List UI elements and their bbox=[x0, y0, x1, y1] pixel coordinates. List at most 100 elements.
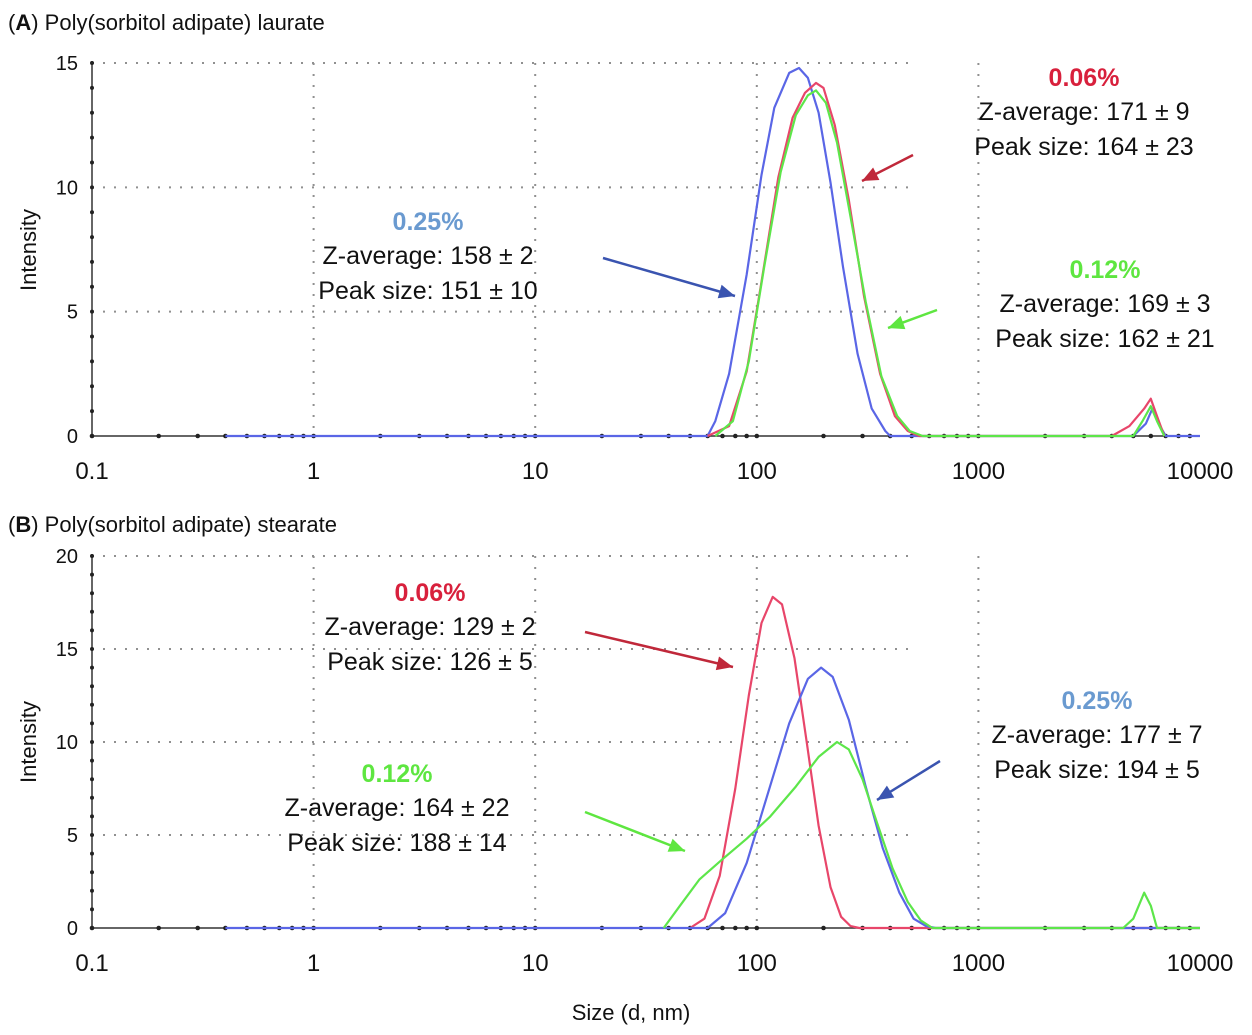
x-tick-label: 1 bbox=[307, 950, 320, 977]
annotation-line: Z-average: 164 ± 22 bbox=[285, 794, 510, 822]
y-minor-tick bbox=[90, 647, 94, 651]
series-line-025 bbox=[225, 666, 1200, 930]
panel-title-paren-close: ) bbox=[31, 10, 44, 35]
x-minor-tick bbox=[733, 925, 738, 931]
y-minor-tick bbox=[90, 85, 94, 90]
annotation-line: Peak size: 164 ± 23 bbox=[974, 133, 1193, 161]
panel-title-paren-close: ) bbox=[31, 512, 44, 537]
annotation-title: 0.25% bbox=[1062, 687, 1133, 715]
panel-title-text: Poly(sorbitol adipate) laurate bbox=[45, 10, 325, 35]
y-minor-tick bbox=[90, 609, 94, 614]
y-minor-tick bbox=[90, 309, 94, 314]
x-minor-tick bbox=[860, 433, 865, 439]
panel-title-paren-open: ( bbox=[8, 10, 16, 35]
annotation-line: Peak size: 151 ± 10 bbox=[318, 277, 537, 305]
y-axis-label: Intensity bbox=[16, 209, 41, 291]
x-minor-tick bbox=[744, 925, 749, 931]
y-tick-label: 15 bbox=[56, 53, 78, 75]
y-minor-tick bbox=[90, 284, 94, 289]
y-minor-tick bbox=[90, 721, 94, 726]
y-tick-label: 5 bbox=[67, 825, 78, 847]
annotation: 0.12% Z-average: 164 ± 22 Peak size: 188 ±… bbox=[285, 760, 686, 857]
y-minor-tick bbox=[90, 554, 94, 558]
y-minor-tick bbox=[90, 110, 94, 115]
panel-b: (B) Poly(sorbitol adipate) stearate 0 5 10 1… bbox=[8, 512, 1233, 1025]
annotation-arrow-head bbox=[715, 656, 733, 671]
panel-title-paren-open: ( bbox=[8, 512, 16, 537]
x-tick-label: 1000 bbox=[952, 950, 1005, 977]
y-minor-tick bbox=[90, 702, 94, 707]
y-minor-tick bbox=[90, 160, 94, 165]
annotation-line: Z-average: 129 ± 2 bbox=[324, 613, 535, 641]
y-minor-tick bbox=[90, 888, 94, 893]
panel-title-text: Poly(sorbitol adipate) stearate bbox=[45, 512, 337, 537]
x-minor-tick bbox=[821, 433, 826, 439]
annotation-arrow-line bbox=[602, 256, 736, 298]
annotation: 0.25% Z-average: 158 ± 2 Peak size: 151 ± … bbox=[318, 208, 736, 305]
series-line-012 bbox=[662, 740, 1200, 930]
x-tick-label: 10 bbox=[522, 950, 549, 977]
x-tick-label: 1000 bbox=[952, 458, 1005, 485]
y-minor-tick bbox=[90, 409, 94, 414]
x-minor-tick bbox=[720, 925, 725, 931]
y-minor-tick bbox=[90, 740, 94, 744]
panel-label: B bbox=[15, 512, 31, 537]
y-minor-tick bbox=[90, 334, 94, 339]
y-minor-tick bbox=[90, 359, 94, 364]
annotation-line: Peak size: 126 ± 5 bbox=[327, 648, 533, 676]
y-minor-tick bbox=[90, 833, 94, 837]
annotation: 0.25% Z-average: 177 ± 7 Peak size: 194 ± … bbox=[876, 687, 1203, 802]
annotation-line: Z-average: 171 ± 9 bbox=[978, 98, 1189, 126]
annotation-arrow-head bbox=[862, 167, 880, 181]
x-minor-tick bbox=[720, 433, 725, 439]
y-minor-tick bbox=[90, 210, 94, 215]
x-tick-label: 10000 bbox=[1167, 458, 1234, 485]
y-minor-tick bbox=[90, 777, 94, 782]
y-minor-tick bbox=[90, 795, 94, 800]
annotation-line: Peak size: 162 ± 21 bbox=[995, 325, 1214, 353]
y-tick-label: 10 bbox=[56, 732, 78, 754]
x-minor-tick bbox=[195, 433, 201, 439]
y-axis-label: Intensity bbox=[16, 701, 41, 783]
annotation: 0.06% Z-average: 129 ± 2 Peak size: 126 ± … bbox=[324, 579, 734, 676]
y-tick-label: 20 bbox=[56, 546, 78, 568]
y-tick-label: 0 bbox=[67, 918, 78, 940]
annotation-line: Z-average: 177 ± 7 bbox=[991, 721, 1202, 749]
x-minor-tick bbox=[195, 925, 201, 931]
annotation-arrow-head bbox=[877, 785, 895, 800]
y-minor-tick bbox=[90, 591, 94, 596]
y-minor-tick bbox=[90, 434, 94, 438]
x-minor-tick bbox=[156, 925, 162, 931]
y-minor-tick bbox=[90, 665, 94, 670]
x-axis-label: Size (d, nm) bbox=[572, 1000, 691, 1025]
x-tick-label: 1 bbox=[307, 458, 320, 485]
annotation-title: 0.25% bbox=[393, 208, 464, 236]
panel-a: (A) Poly(sorbitol adipate) laurate 0 5 10 15… bbox=[8, 10, 1233, 485]
annotation: 0.06% Z-average: 171 ± 9 Peak size: 164 ± … bbox=[861, 64, 1194, 183]
y-minor-tick bbox=[90, 870, 94, 875]
y-minor-tick bbox=[90, 259, 94, 264]
y-minor-tick bbox=[90, 61, 94, 65]
x-minor-tick bbox=[754, 433, 760, 439]
annotation-line: Peak size: 194 ± 5 bbox=[994, 756, 1200, 784]
x-tick-label: 100 bbox=[737, 950, 777, 977]
x-tick-label: 100 bbox=[737, 458, 777, 485]
annotation-line: Peak size: 188 ± 14 bbox=[287, 829, 507, 857]
annotation-arrow-head bbox=[667, 838, 685, 852]
y-minor-tick bbox=[90, 907, 94, 912]
y-minor-tick bbox=[90, 135, 94, 140]
annotation-arrow-line bbox=[584, 810, 686, 853]
x-minor-tick bbox=[733, 433, 738, 439]
panel-label: A bbox=[15, 10, 31, 35]
x-tick-label: 10000 bbox=[1167, 950, 1234, 977]
y-minor-tick bbox=[90, 572, 94, 577]
series-line-025 bbox=[225, 66, 1200, 438]
panel-title: (B) Poly(sorbitol adipate) stearate bbox=[8, 512, 337, 537]
x-minor-tick bbox=[156, 433, 162, 439]
x-minor-tick bbox=[1148, 433, 1154, 439]
annotation-title: 0.06% bbox=[395, 579, 466, 607]
x-minor-tick bbox=[754, 925, 760, 931]
y-tick-label: 0 bbox=[67, 426, 78, 448]
annotation: 0.12% Z-average: 169 ± 3 Peak size: 162 ± … bbox=[887, 256, 1215, 353]
